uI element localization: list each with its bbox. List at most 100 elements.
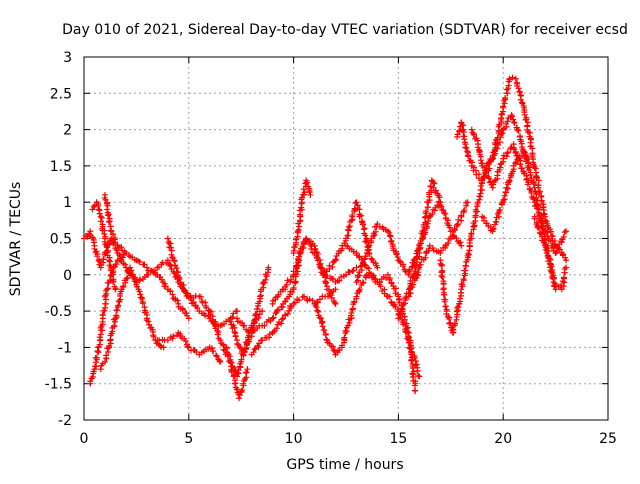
data-point: [325, 286, 332, 293]
data-point: [500, 155, 507, 162]
data-point: [323, 336, 330, 343]
data-point: [266, 334, 273, 341]
data-point: [169, 291, 176, 298]
data-point: [179, 306, 186, 313]
data-point: [530, 180, 537, 187]
data-point: [520, 149, 527, 156]
data-point: [411, 382, 418, 389]
data-point: [292, 278, 299, 285]
data-point: [170, 333, 177, 340]
series-track-18: [395, 177, 465, 322]
y-tick-label: 3: [63, 50, 72, 66]
data-point: [400, 321, 407, 328]
data-point: [417, 261, 424, 268]
series-track-22: [468, 126, 570, 257]
data-point: [530, 195, 537, 202]
data-point: [101, 230, 108, 237]
data-point: [518, 165, 525, 172]
data-point: [314, 307, 321, 314]
data-point: [547, 264, 554, 271]
data-point: [250, 349, 257, 356]
data-point: [511, 120, 518, 127]
series-track-7: [164, 235, 266, 380]
data-point: [173, 265, 180, 272]
data-point: [364, 247, 371, 254]
data-point: [509, 113, 516, 120]
data-point: [458, 286, 465, 293]
data-point: [465, 153, 472, 160]
data-point: [112, 286, 119, 293]
data-point: [356, 286, 363, 293]
data-point: [427, 183, 434, 190]
data-point: [180, 282, 187, 289]
data-point: [260, 284, 267, 291]
data-point: [353, 293, 360, 300]
data-point: [486, 175, 493, 182]
data-point: [184, 343, 191, 350]
data-point: [464, 199, 471, 206]
data-point: [236, 395, 243, 402]
data-point: [105, 285, 112, 292]
data-point: [409, 365, 416, 372]
data-point: [500, 197, 507, 204]
data-point: [104, 286, 111, 293]
data-point: [441, 210, 448, 217]
data-point: [259, 308, 266, 315]
data-point: [321, 327, 328, 334]
data-point: [506, 177, 513, 184]
data-point: [115, 245, 122, 252]
series-track-6: [154, 329, 224, 365]
data-point: [295, 253, 302, 260]
data-point: [397, 308, 404, 315]
data-point: [346, 319, 353, 326]
data-point: [114, 306, 121, 313]
data-point: [322, 280, 329, 287]
data-point: [422, 254, 429, 261]
data-point: [420, 231, 427, 238]
series-track-12: [269, 235, 339, 307]
data-point: [250, 320, 257, 327]
data-point: [358, 212, 365, 219]
data-point: [497, 206, 504, 213]
data-point: [241, 348, 248, 355]
data-point: [230, 373, 237, 380]
data-point: [266, 331, 273, 338]
data-point: [250, 328, 257, 335]
data-point: [458, 281, 465, 288]
data-point: [462, 144, 469, 151]
data-point: [372, 275, 379, 282]
data-point: [527, 164, 534, 171]
data-point: [409, 281, 416, 288]
axes: 0 5 10 15 20 25 -2 -1.5 -1 -0.5 0 0.5 1 1.5 2 2.5 3: [45, 50, 617, 447]
y-axis-label: SDTVAR / TECUs: [8, 182, 24, 297]
y-tick-label: 1.5: [50, 159, 72, 175]
data-point: [240, 380, 247, 387]
data-point: [560, 233, 567, 240]
data-point: [101, 358, 108, 365]
data-point: [376, 223, 383, 230]
data-point: [524, 175, 531, 182]
x-tick-label: 15: [389, 431, 407, 447]
data-point: [490, 155, 497, 162]
data-point: [227, 318, 234, 325]
data-point: [455, 303, 462, 310]
data-point: [138, 294, 145, 301]
data-point: [332, 300, 339, 307]
data-point: [539, 226, 546, 233]
data-point: [217, 358, 224, 365]
data-point: [283, 281, 290, 288]
series-track-3: [97, 264, 167, 373]
data-point: [535, 209, 542, 216]
data-point: [534, 202, 541, 209]
data-markers: [81, 74, 570, 402]
data-point: [99, 312, 106, 319]
data-point: [408, 351, 415, 358]
data-point: [486, 165, 493, 172]
data-point: [234, 315, 241, 322]
data-point: [109, 271, 116, 278]
series-track-8: [223, 344, 251, 402]
y-tick-label: 2: [63, 123, 72, 139]
data-point: [430, 247, 437, 254]
series-track-20: [437, 112, 532, 336]
data-point: [300, 240, 307, 247]
